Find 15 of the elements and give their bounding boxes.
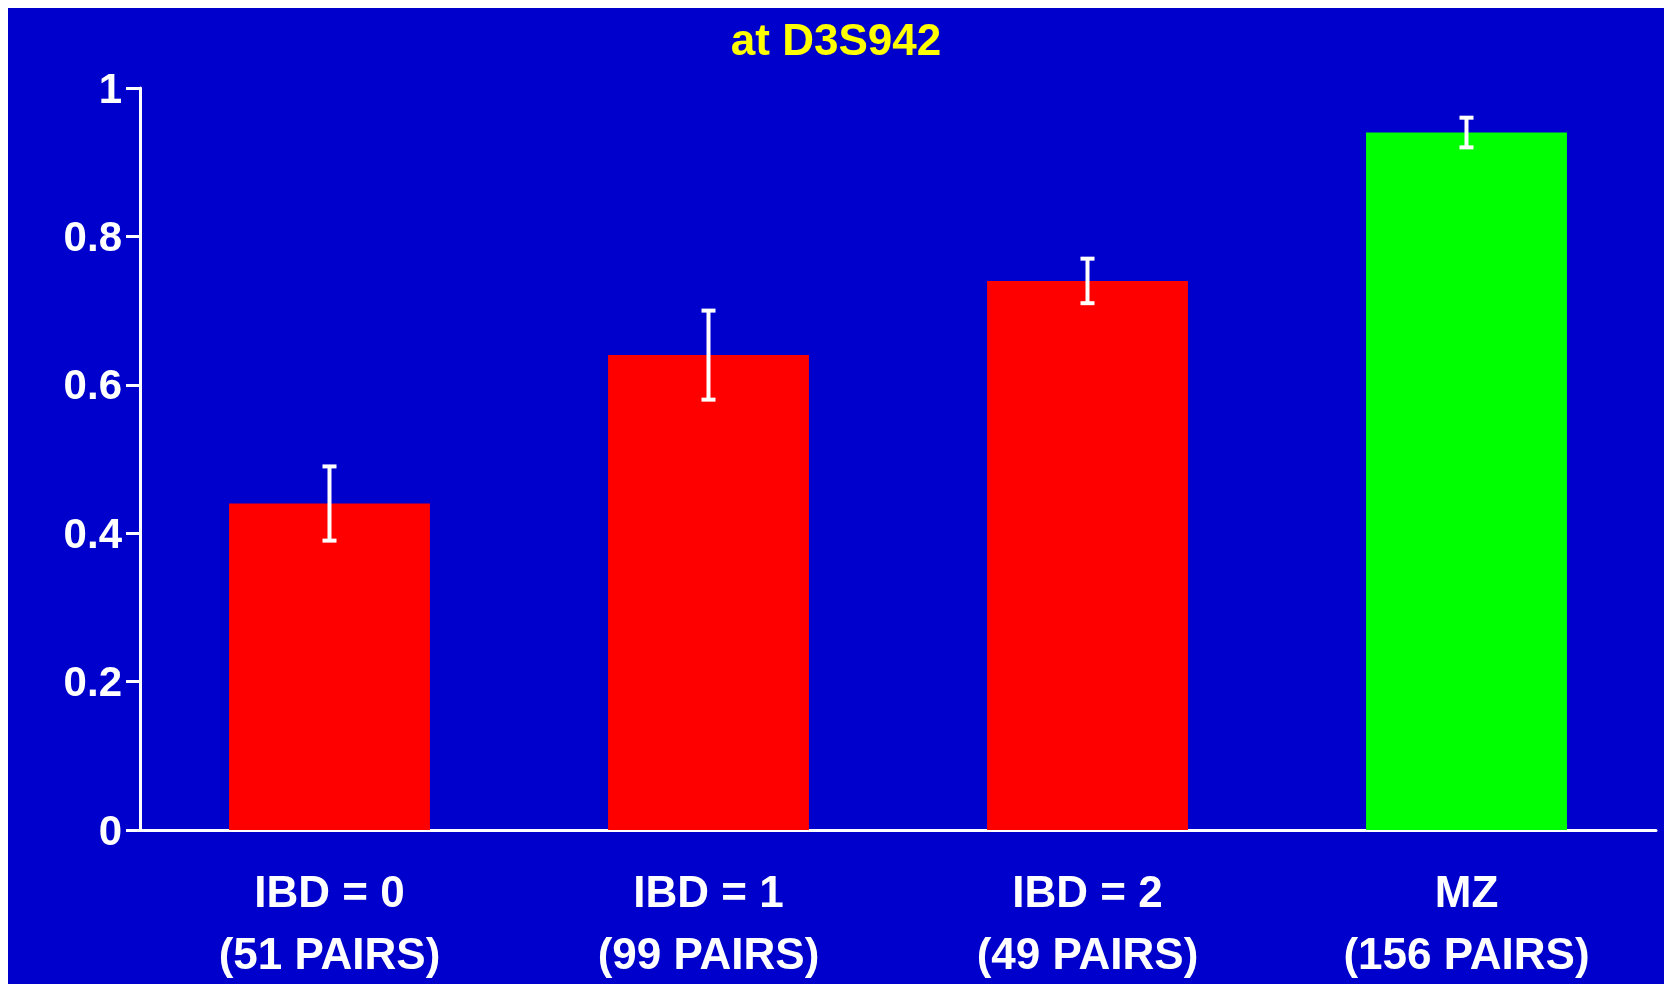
x-tick-label: IBD = 2 (49 PAIRS) [976,866,1199,978]
x-tick-label: IBD = 0 (51 PAIRS) [218,866,441,978]
x-tick-label: MZ (156 PAIRS) [1343,866,1590,978]
y-tick-label: 0.4 [63,509,123,557]
bar [608,355,809,830]
y-tick-label: 0 [98,806,122,854]
y-tick-label: 0.6 [63,361,122,409]
chart-title: at D3S942 [730,14,942,64]
x-tick-label: IBD = 1 (99 PAIRS) [597,866,820,978]
y-tick-label: 0.8 [63,212,122,260]
y-tick-label: 0.2 [63,658,122,706]
bar [987,280,1188,830]
bar [1366,132,1567,830]
bar [229,503,430,830]
y-tick-label: 1 [98,64,122,112]
